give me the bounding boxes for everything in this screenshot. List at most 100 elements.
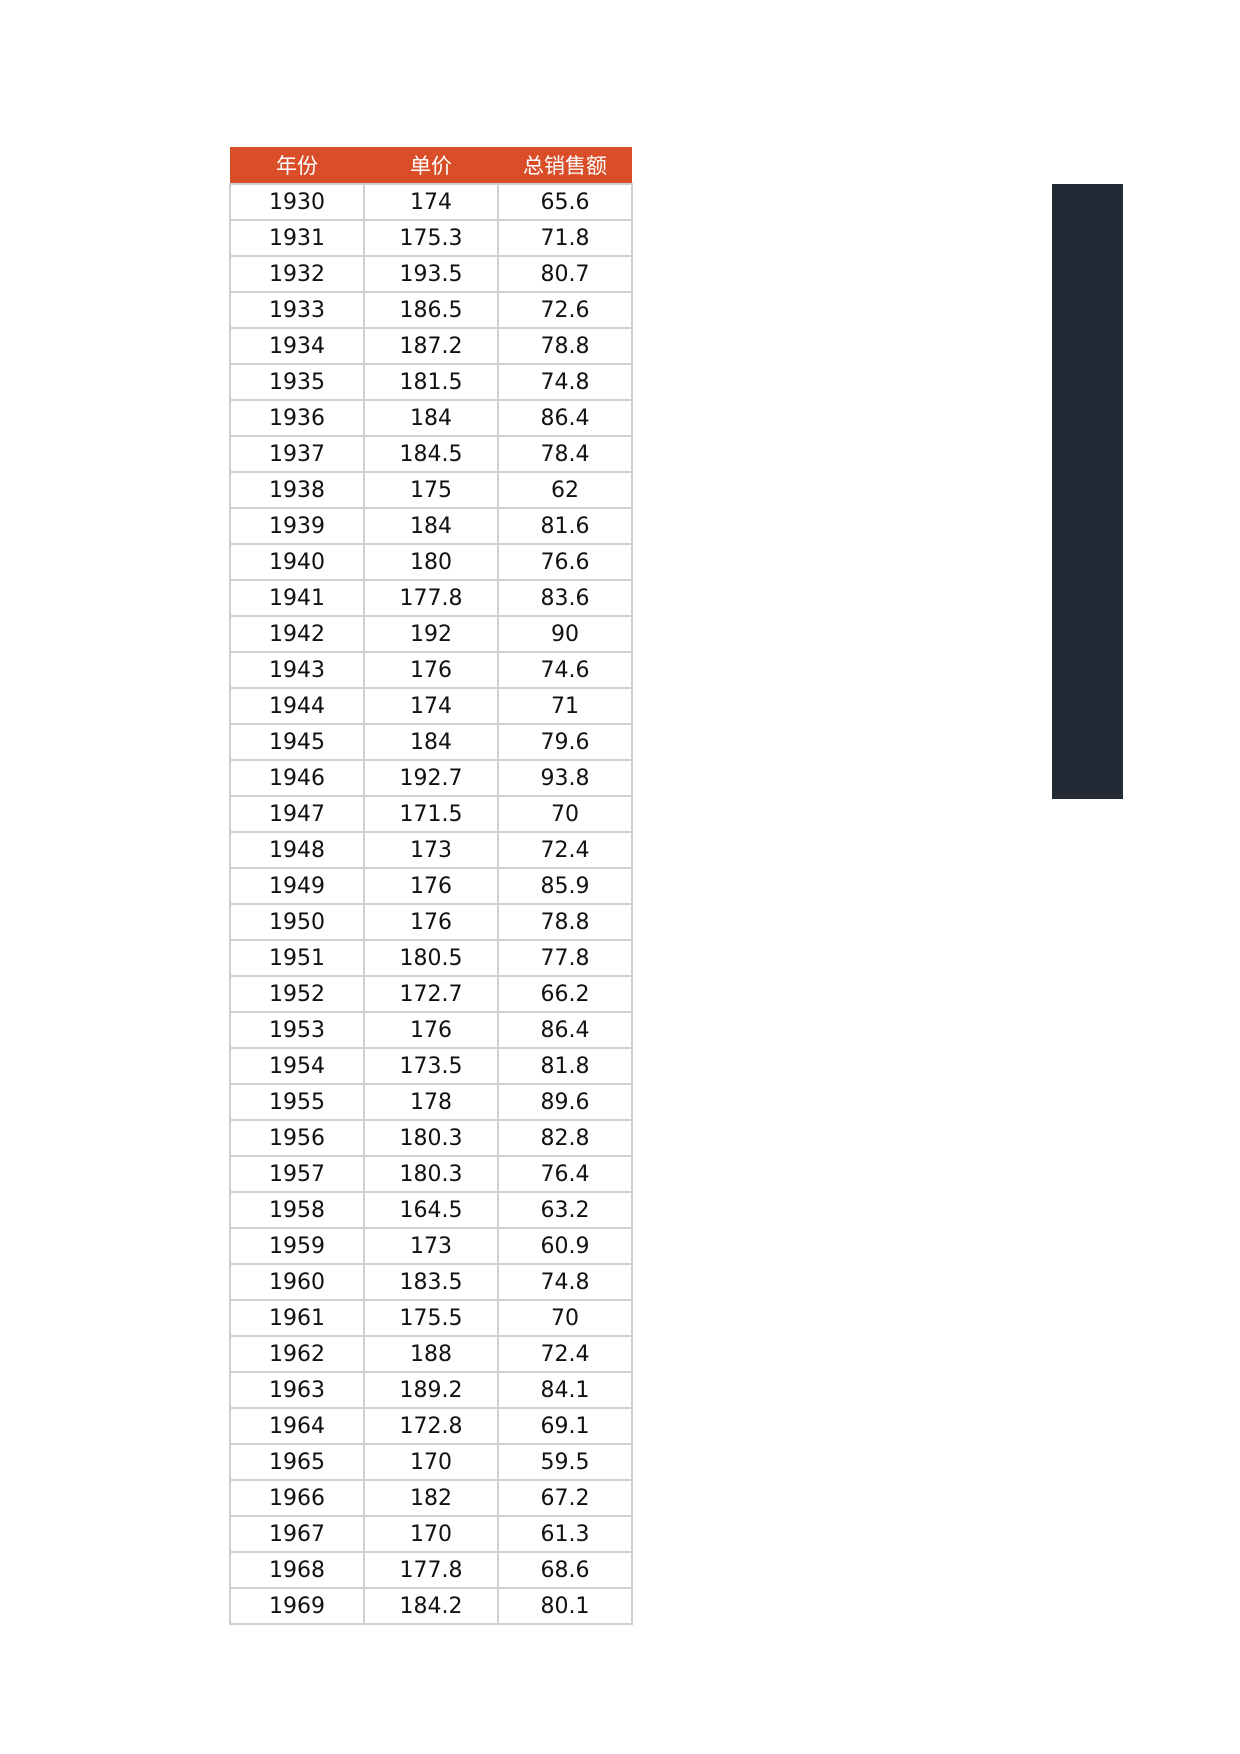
table-row: 1936 184 86.4: [229, 399, 633, 437]
cell-unit-price: 181.5: [363, 363, 499, 401]
cell-unit-price: 173: [363, 831, 499, 869]
cell-total-sales: 84.1: [497, 1371, 633, 1409]
cell-total-sales: 76.4: [497, 1155, 633, 1193]
cell-total-sales: 90: [497, 615, 633, 653]
cell-total-sales: 72.4: [497, 1335, 633, 1373]
cell-unit-price: 177.8: [363, 1551, 499, 1589]
cell-unit-price: 176: [363, 903, 499, 941]
cell-year: 1950: [229, 903, 365, 941]
header-total-sales: 总销售额: [498, 147, 632, 184]
cell-total-sales: 79.6: [497, 723, 633, 761]
cell-year: 1966: [229, 1479, 365, 1517]
cell-unit-price: 176: [363, 651, 499, 689]
cell-unit-price: 174: [363, 687, 499, 725]
cell-unit-price: 173: [363, 1227, 499, 1265]
cell-year: 1935: [229, 363, 365, 401]
cell-year: 1937: [229, 435, 365, 473]
cell-total-sales: 63.2: [497, 1191, 633, 1229]
cell-unit-price: 189.2: [363, 1371, 499, 1409]
table-row: 1968 177.8 68.6: [229, 1551, 633, 1589]
table-row: 1930 174 65.6: [229, 183, 633, 221]
cell-year: 1954: [229, 1047, 365, 1085]
table-row: 1951 180.5 77.8: [229, 939, 633, 977]
cell-year: 1965: [229, 1443, 365, 1481]
cell-unit-price: 170: [363, 1515, 499, 1553]
cell-year: 1953: [229, 1011, 365, 1049]
cell-unit-price: 174: [363, 183, 499, 221]
table-row: 1952 172.7 66.2: [229, 975, 633, 1013]
table-row: 1960 183.5 74.8: [229, 1263, 633, 1301]
cell-total-sales: 65.6: [497, 183, 633, 221]
side-decorative-bar: [1052, 184, 1123, 799]
cell-year: 1938: [229, 471, 365, 509]
cell-year: 1969: [229, 1587, 365, 1625]
cell-unit-price: 175.5: [363, 1299, 499, 1337]
cell-unit-price: 170: [363, 1443, 499, 1481]
cell-unit-price: 193.5: [363, 255, 499, 293]
table-row: 1969 184.2 80.1: [229, 1587, 633, 1625]
cell-unit-price: 177.8: [363, 579, 499, 617]
table-row: 1966 182 67.2: [229, 1479, 633, 1517]
table-row: 1931 175.3 71.8: [229, 219, 633, 257]
cell-year: 1949: [229, 867, 365, 905]
cell-unit-price: 176: [363, 867, 499, 905]
cell-year: 1967: [229, 1515, 365, 1553]
cell-year: 1944: [229, 687, 365, 725]
cell-unit-price: 184: [363, 507, 499, 545]
cell-total-sales: 72.6: [497, 291, 633, 329]
cell-year: 1933: [229, 291, 365, 329]
cell-year: 1956: [229, 1119, 365, 1157]
table-row: 1935 181.5 74.8: [229, 363, 633, 401]
cell-year: 1939: [229, 507, 365, 545]
cell-total-sales: 85.9: [497, 867, 633, 905]
cell-year: 1964: [229, 1407, 365, 1445]
cell-year: 1948: [229, 831, 365, 869]
table-row: 1955 178 89.6: [229, 1083, 633, 1121]
table-row: 1946 192.7 93.8: [229, 759, 633, 797]
cell-unit-price: 188: [363, 1335, 499, 1373]
table-row: 1947 171.5 70: [229, 795, 633, 833]
table-row: 1933 186.5 72.6: [229, 291, 633, 329]
cell-year: 1952: [229, 975, 365, 1013]
cell-unit-price: 187.2: [363, 327, 499, 365]
cell-unit-price: 176: [363, 1011, 499, 1049]
cell-year: 1951: [229, 939, 365, 977]
cell-unit-price: 180: [363, 543, 499, 581]
cell-unit-price: 184.2: [363, 1587, 499, 1625]
cell-total-sales: 66.2: [497, 975, 633, 1013]
cell-unit-price: 180.3: [363, 1119, 499, 1157]
cell-year: 1962: [229, 1335, 365, 1373]
cell-unit-price: 175.3: [363, 219, 499, 257]
table-row: 1957 180.3 76.4: [229, 1155, 633, 1193]
table-row: 1962 188 72.4: [229, 1335, 633, 1373]
cell-total-sales: 60.9: [497, 1227, 633, 1265]
cell-year: 1945: [229, 723, 365, 761]
cell-total-sales: 86.4: [497, 399, 633, 437]
cell-unit-price: 192.7: [363, 759, 499, 797]
table-row: 1954 173.5 81.8: [229, 1047, 633, 1085]
cell-total-sales: 80.1: [497, 1587, 633, 1625]
cell-unit-price: 183.5: [363, 1263, 499, 1301]
cell-year: 1947: [229, 795, 365, 833]
table-row: 1938 175 62: [229, 471, 633, 509]
cell-year: 1959: [229, 1227, 365, 1265]
table-header-row: 年份 单价 总销售额: [230, 147, 632, 184]
table-row: 1948 173 72.4: [229, 831, 633, 869]
table-row: 1958 164.5 63.2: [229, 1191, 633, 1229]
cell-unit-price: 172.7: [363, 975, 499, 1013]
cell-total-sales: 81.6: [497, 507, 633, 545]
cell-total-sales: 74.8: [497, 363, 633, 401]
cell-unit-price: 171.5: [363, 795, 499, 833]
sales-table: 年份 单价 总销售额 1930 174 65.6 1931 175.3 71.8 1932 1…: [229, 147, 633, 1625]
cell-year: 1934: [229, 327, 365, 365]
cell-year: 1930: [229, 183, 365, 221]
cell-year: 1960: [229, 1263, 365, 1301]
cell-total-sales: 81.8: [497, 1047, 633, 1085]
table-row: 1959 173 60.9: [229, 1227, 633, 1265]
cell-total-sales: 82.8: [497, 1119, 633, 1157]
table-row: 1943 176 74.6: [229, 651, 633, 689]
table-row: 1950 176 78.8: [229, 903, 633, 941]
cell-total-sales: 68.6: [497, 1551, 633, 1589]
cell-unit-price: 182: [363, 1479, 499, 1517]
cell-unit-price: 180.5: [363, 939, 499, 977]
